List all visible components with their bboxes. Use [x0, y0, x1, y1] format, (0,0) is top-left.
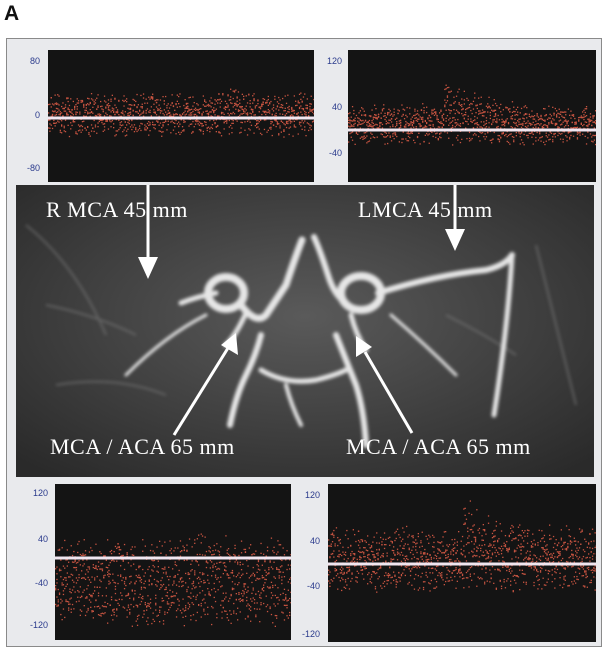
tick-label: 40	[331, 102, 342, 112]
label-left-mca-depth: LMCA 45 mm	[358, 197, 493, 222]
doppler-spectrum-right-mca-aca	[55, 484, 291, 640]
angiography-image	[16, 185, 594, 477]
tick-label: -80	[26, 163, 40, 173]
tick-label: 40	[37, 534, 48, 544]
tick-label: -120	[301, 629, 320, 639]
tick-label: 120	[32, 488, 48, 498]
tick-label: -40	[328, 148, 342, 158]
label-right-mca-depth: R MCA 45 mm	[46, 197, 188, 222]
tick-label: 0	[34, 110, 40, 120]
label-mca-aca-right-depth: MCA / ACA 65 mm	[346, 434, 531, 459]
tick-label: 120	[304, 490, 320, 500]
tick-label: -120	[29, 620, 48, 630]
tick-label: 80	[29, 56, 40, 66]
panel-letter: A	[4, 2, 20, 25]
tick-label: -40	[34, 578, 48, 588]
vessel-tree	[16, 185, 594, 477]
doppler-spectrum-left-mca	[348, 50, 596, 182]
tick-label: 40	[309, 536, 320, 546]
tick-label: -40	[306, 581, 320, 591]
doppler-spectrum-right-mca	[48, 50, 314, 182]
label-mca-aca-left-depth: MCA / ACA 65 mm	[50, 434, 235, 459]
doppler-spectrum-left-mca-aca	[328, 484, 596, 642]
tick-label: 120	[326, 56, 342, 66]
